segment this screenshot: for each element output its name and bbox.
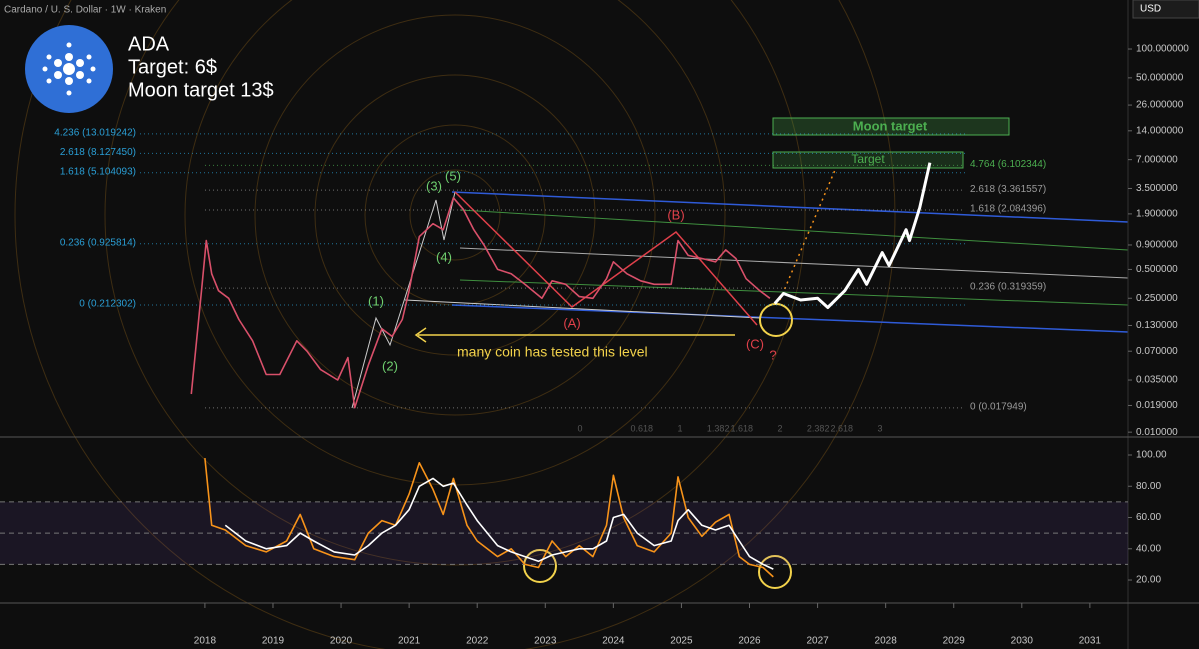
- y-tick-label: 0.035000: [1136, 375, 1178, 386]
- x-tick-label: 2027: [806, 636, 829, 647]
- x-tick-label: 2031: [1079, 636, 1102, 647]
- wave-label: (2): [382, 358, 398, 373]
- note: many coin has tested this level: [457, 344, 648, 360]
- wave-label: ?: [769, 347, 776, 362]
- time-fib-label: 0: [577, 423, 582, 433]
- time-fib-label: 0.618: [631, 423, 654, 433]
- moon-target-box: [772, 117, 1010, 136]
- fib-label: 0 (0.212302): [79, 299, 136, 310]
- x-tick-label: 2024: [602, 636, 625, 647]
- fib-label: 0.236 (0.925814): [60, 237, 136, 248]
- y-tick-label: 7.000000: [1136, 154, 1178, 165]
- x-tick-label: 2029: [943, 636, 966, 647]
- y-tick-label: 60.00: [1136, 512, 1161, 523]
- y-tick-label: 1.900000: [1136, 209, 1178, 220]
- y-tick-label: 14.000000: [1136, 125, 1184, 136]
- wave-label: (1): [368, 293, 384, 308]
- wave-label: (B): [667, 207, 684, 222]
- y-tick-label: 3.500000: [1136, 183, 1178, 194]
- y-tick-label: 0.900000: [1136, 240, 1178, 251]
- x-tick-label: 2026: [738, 636, 761, 647]
- y-tick-label: 50.000000: [1136, 73, 1184, 84]
- y-tick-label: 26.000000: [1136, 100, 1184, 111]
- fib-label: 4.764 (6.102344): [970, 159, 1046, 170]
- y-tick-label: 20.00: [1136, 575, 1161, 586]
- time-fib-label: 1.618: [731, 423, 754, 433]
- fib-label: 2.618 (3.361557): [970, 184, 1046, 195]
- fib-label: 1.618 (5.104093): [60, 166, 136, 177]
- x-tick-label: 2018: [194, 636, 217, 647]
- symbol: Cardano / U. S. Dollar · 1W · Kraken: [4, 5, 166, 16]
- time-fib-label: 1.382: [707, 423, 730, 433]
- y-tick-label: 0.130000: [1136, 320, 1178, 331]
- y-tick-label: 100.00: [1136, 450, 1167, 461]
- y-tick-label: 80.00: [1136, 481, 1161, 492]
- moon-target-label: Moon target: [853, 118, 928, 133]
- series-line: [190, 197, 771, 409]
- currency-box[interactable]: [1132, 0, 1199, 19]
- x-tick-label: 2019: [262, 636, 285, 647]
- fib-label: 0.236 (0.319359): [970, 282, 1046, 293]
- target-box: [772, 151, 964, 169]
- x-tick-label: 2021: [398, 636, 421, 647]
- y-tick-label: 0.500000: [1136, 264, 1178, 275]
- moon-target-text: Moon target 13$: [128, 79, 274, 101]
- logo: [25, 25, 113, 113]
- wave-label: (C): [746, 336, 764, 351]
- time-fib-label: 2.618: [831, 423, 854, 433]
- ticker: ADA: [128, 33, 170, 55]
- x-tick-label: 2025: [670, 636, 693, 647]
- target-text: Target: 6$: [128, 56, 217, 78]
- series-line: [204, 458, 774, 578]
- time-fib-label: 3: [877, 423, 882, 433]
- fib-label: 1.618 (2.084396): [970, 204, 1046, 215]
- y-tick-label: 0.010000: [1136, 427, 1178, 438]
- x-tick-label: 2030: [1011, 636, 1034, 647]
- y-tick-label: 0.019000: [1136, 400, 1178, 411]
- y-tick-label: 0.250000: [1136, 293, 1178, 304]
- y-tick-label: 0.070000: [1136, 346, 1178, 357]
- fib-label: 0 (0.017949): [970, 401, 1027, 412]
- time-fib-label: 2.382: [807, 423, 830, 433]
- wave-label: (A): [563, 315, 580, 330]
- series-line: [224, 477, 774, 570]
- x-tick-label: 2028: [875, 636, 898, 647]
- x-tick-label: 2022: [466, 636, 489, 647]
- fib-label: 4.236 (13.019242): [54, 127, 136, 138]
- wave-label: (4): [436, 249, 452, 264]
- currency[interactable]: USD: [1140, 4, 1161, 15]
- wave-label: (5): [445, 168, 461, 183]
- wave-label: (3): [426, 178, 442, 193]
- target-label: Target: [851, 152, 885, 166]
- fib-label: 2.618 (8.127450): [60, 147, 136, 158]
- time-fib-label: 2: [777, 423, 782, 433]
- y-tick-label: 40.00: [1136, 543, 1161, 554]
- x-tick-label: 2020: [330, 636, 353, 647]
- time-fib-label: 1: [677, 423, 682, 433]
- x-tick-label: 2023: [534, 636, 557, 647]
- series-line: [773, 162, 932, 309]
- y-tick-label: 100.000000: [1136, 44, 1189, 55]
